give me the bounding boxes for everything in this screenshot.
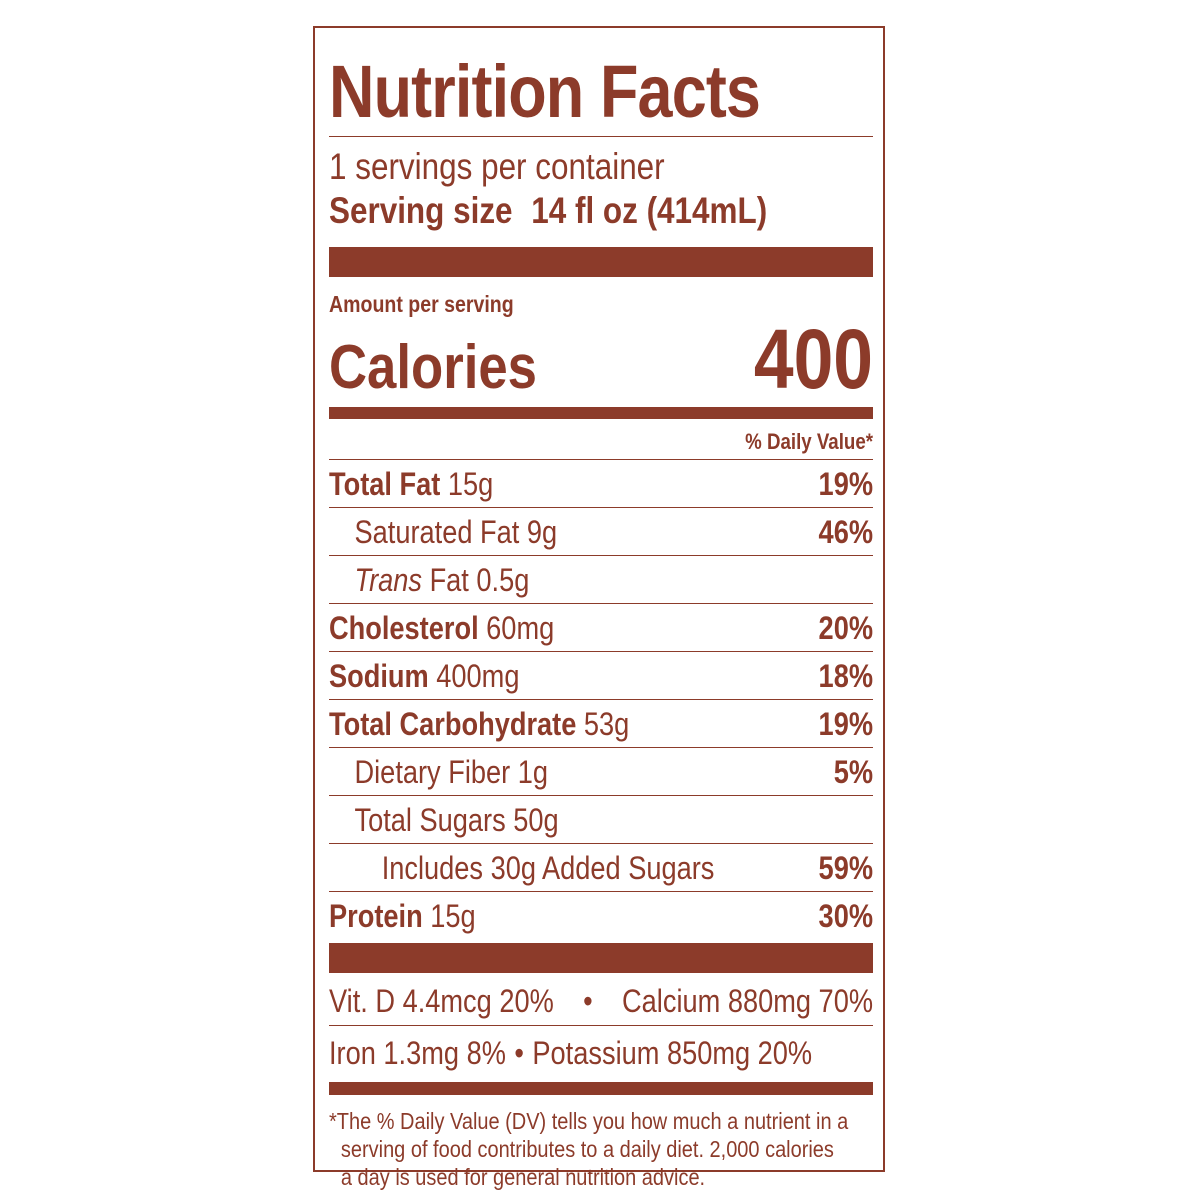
nutrient-name: Cholesterol [329, 609, 479, 646]
nutrient-label: Total Fat 15g [329, 466, 493, 502]
nutrient-amount: 400mg [436, 657, 520, 694]
nutrient-name: Trans [354, 561, 423, 598]
footnote-line: serving of food contributes to a daily d… [340, 1136, 834, 1162]
nutrient-name-suffix: Fat [429, 561, 469, 598]
footnote: *The % Daily Value (DV) tells you how mu… [329, 1107, 873, 1191]
nutrient-name: Total Sugars [354, 801, 506, 838]
nutrient-amount: 60mg [486, 609, 555, 646]
nutrient-name: Protein [329, 897, 423, 934]
nutrient-label: Total Carbohydrate 53g [329, 706, 629, 742]
nutrient-name: Total Carbohydrate [329, 705, 577, 742]
divider-medium [329, 407, 873, 419]
nutrient-row: Includes 30g Added Sugars 59% [329, 844, 873, 892]
nutrient-name: Includes 30g Added Sugars [381, 849, 715, 886]
calcium: Calcium 880mg 70% [622, 983, 873, 1019]
daily-value-percent: 20% [818, 609, 873, 646]
nutrient-name: Dietary Fiber [354, 753, 511, 790]
calories-value: 400 [753, 312, 873, 406]
separator-dot: • [514, 1035, 524, 1071]
nutrient-amount: 1g [517, 753, 548, 790]
nutrient-label: Cholesterol 60mg [329, 610, 554, 646]
footnote-line: *The % Daily Value (DV) tells you how mu… [329, 1108, 849, 1134]
iron: Iron 1.3mg 8% [329, 1035, 506, 1071]
nutrient-row: Saturated Fat 9g 46% [329, 508, 873, 556]
nutrient-row: Sodium 400mg 18% [329, 652, 873, 700]
nutrient-label: Sodium 400mg [329, 658, 519, 694]
nutrient-amount: 53g [583, 705, 630, 742]
nutrient-name: Saturated Fat [354, 513, 520, 550]
mineral-row: Iron 1.3mg 8% • Potassium 850mg 20% [329, 1026, 873, 1080]
nutrient-row: Dietary Fiber 1g 5% [329, 748, 873, 796]
nutrient-row: Total Carbohydrate 53g 19% [329, 700, 873, 748]
daily-value-percent: 30% [818, 897, 873, 934]
serving-size-value: 14 fl oz (414mL) [531, 190, 768, 231]
nutrient-row: Cholesterol 60mg 20% [329, 604, 873, 652]
nutrient-amount: 15g [430, 897, 476, 934]
calories-label: Calories [329, 333, 537, 402]
daily-value-percent: 19% [818, 705, 873, 742]
nutrient-amount: 50g [513, 801, 559, 838]
nutrient-name: Total Fat [329, 465, 441, 502]
nutrient-row: Trans Fat 0.5g [329, 556, 873, 604]
nutrient-label: Trans Fat 0.5g [329, 561, 530, 598]
divider-thick [329, 247, 873, 277]
nutrient-label: Protein 15g [329, 898, 476, 934]
vitamin-d: Vit. D 4.4mcg 20% [329, 983, 554, 1019]
nutrient-label: Dietary Fiber 1g [329, 754, 548, 790]
nutrient-row: Total Sugars 50g [329, 796, 873, 844]
nutrient-amount: 15g [447, 465, 494, 502]
amount-per-serving: Amount per serving [329, 291, 514, 317]
nutrition-facts-label: Nutrition Facts 1 servings per container… [313, 26, 885, 1190]
label-title: Nutrition Facts [329, 52, 873, 137]
daily-value-percent: 59% [818, 849, 873, 886]
servings-per-container: 1 servings per container [329, 146, 665, 187]
divider-medium [329, 1082, 873, 1095]
nutrient-label: Includes 30g Added Sugars [329, 849, 715, 886]
vitamin-row: Vit. D 4.4mcg 20% • Calcium 880mg 70% [329, 977, 873, 1026]
potassium: Potassium 850mg 20% [532, 1035, 813, 1071]
serving-size: Serving size 14 fl oz (414mL) [329, 189, 873, 233]
nutrient-list: Total Fat 15g 19% Saturated Fat 9g 46% Trans… [329, 460, 873, 939]
nutrient-row: Total Fat 15g 19% [329, 460, 873, 508]
nutrient-amount: 0.5g [476, 561, 530, 598]
nutrient-row: Protein 15g 30% [329, 892, 873, 939]
footnote-line: a day is used for general nutrition advi… [340, 1164, 706, 1190]
calories-row: Calories 400 [329, 317, 873, 401]
daily-value-percent: 46% [818, 513, 873, 550]
nutrient-name: Sodium [329, 657, 429, 694]
nutrient-amount: 9g [526, 513, 558, 550]
separator-dot: • [583, 983, 593, 1019]
daily-value-header: % Daily Value* [329, 419, 873, 460]
daily-value-percent: 19% [818, 465, 873, 502]
serving-size-label: Serving size [329, 190, 513, 231]
divider-thick [329, 943, 873, 973]
daily-value-percent: 5% [833, 753, 873, 790]
nutrient-label: Saturated Fat 9g [329, 513, 558, 550]
daily-value-percent: 18% [818, 657, 873, 694]
nutrient-label: Total Sugars 50g [329, 802, 559, 838]
